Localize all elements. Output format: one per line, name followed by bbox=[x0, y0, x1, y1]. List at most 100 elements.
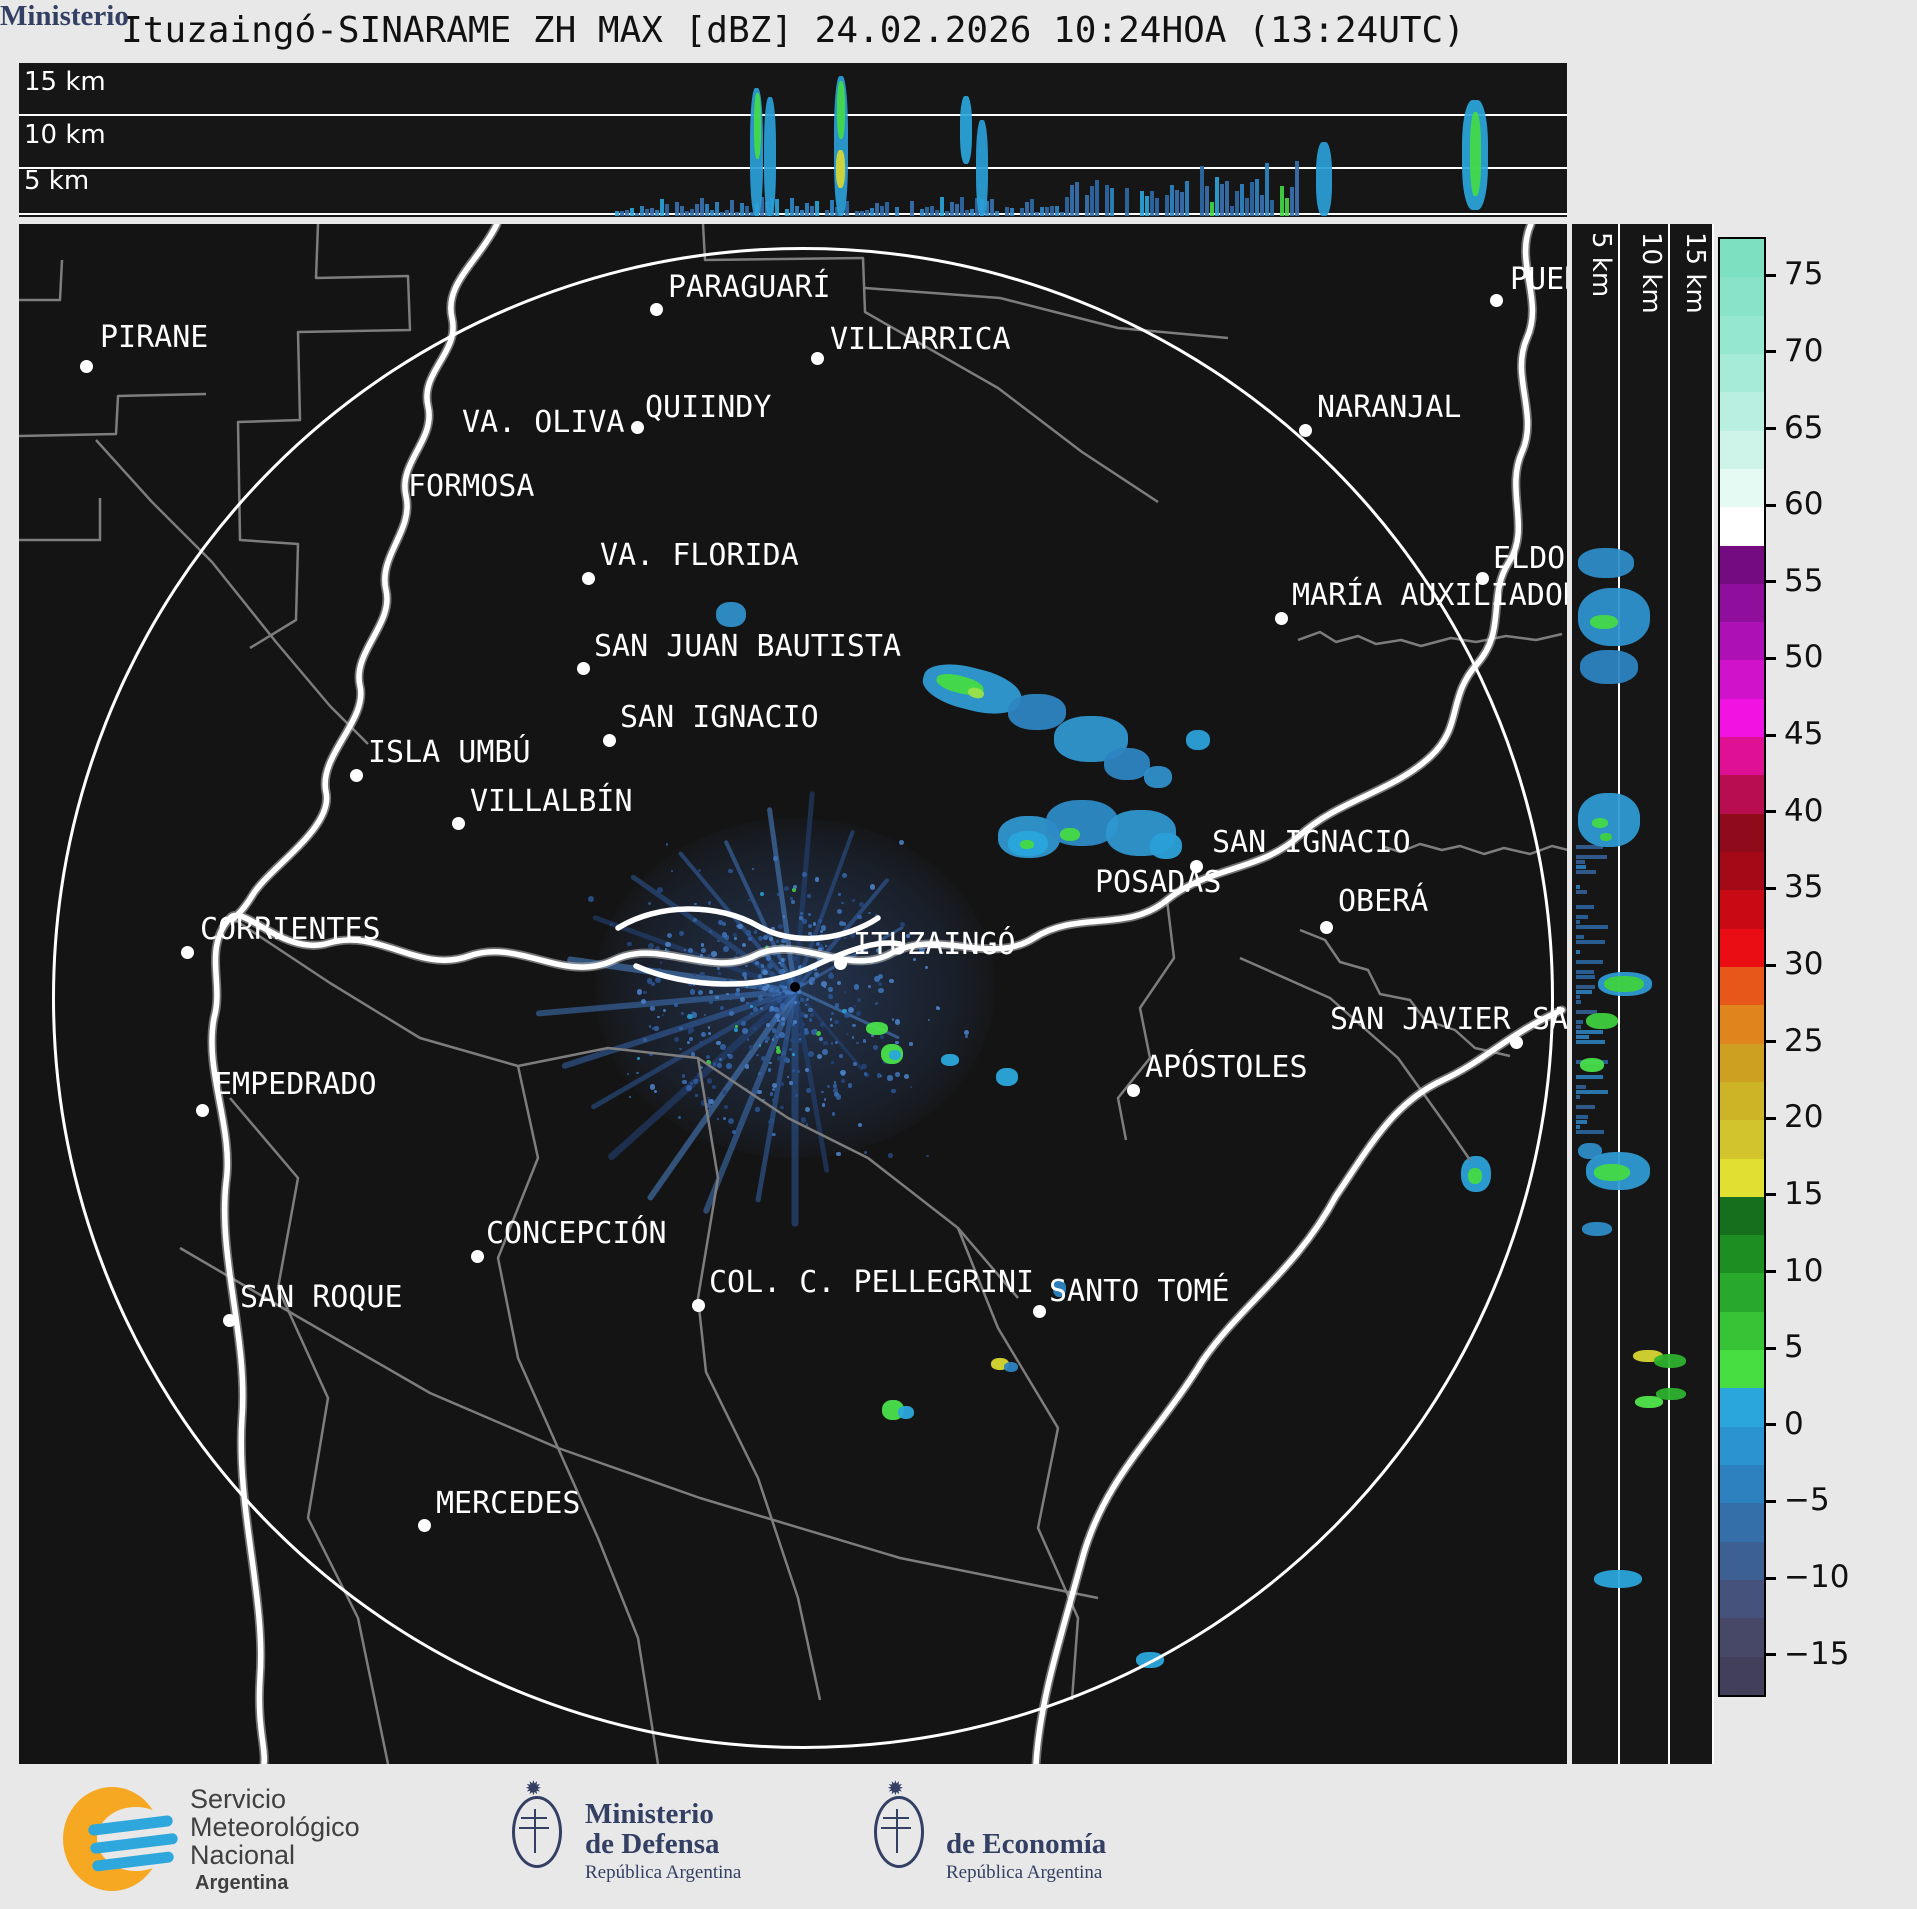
profile-echo-column bbox=[764, 97, 776, 216]
height-axis-label: 10 km bbox=[1636, 232, 1666, 314]
profile-echo-bar bbox=[995, 210, 999, 216]
city-label: ISLA UMBÚ bbox=[368, 735, 531, 770]
colorbar-tick bbox=[1764, 1423, 1776, 1427]
profile-echo-bar bbox=[935, 209, 939, 216]
colorbar-tick-label: 25 bbox=[1784, 1022, 1824, 1059]
city-dot bbox=[1275, 612, 1288, 625]
profile-echo-bar bbox=[965, 210, 969, 216]
city-dot bbox=[1510, 1036, 1523, 1049]
profile-echo-blob bbox=[1580, 650, 1638, 684]
profile-echo-bar bbox=[1245, 198, 1249, 216]
profile-echo-column bbox=[1316, 142, 1332, 216]
profile-echo-bar bbox=[1576, 1040, 1606, 1044]
top-profile-panel: 15 km 10 km 5 km bbox=[19, 63, 1567, 217]
profile-echo-bar bbox=[655, 209, 659, 216]
colorbar-segment bbox=[1720, 1579, 1764, 1619]
city-label-layer: PIRANE PARAGUARÍ VILLARRICA QUIINDY VA. OLIV… bbox=[19, 224, 1567, 1764]
profile-echo-bar bbox=[1050, 206, 1054, 216]
profile-echo-bar bbox=[1085, 194, 1089, 216]
city-dot bbox=[350, 769, 363, 782]
profile-echo-bar bbox=[960, 196, 964, 216]
city-dot bbox=[223, 1314, 236, 1327]
profile-echo-bar bbox=[740, 203, 744, 216]
colorbar-segment bbox=[1720, 1081, 1764, 1121]
profile-echo-bar bbox=[1576, 885, 1580, 889]
dbz-colorbar bbox=[1718, 237, 1766, 1697]
city-dot bbox=[1490, 294, 1503, 307]
city-label: ITUZAINGÓ bbox=[853, 927, 1016, 962]
profile-echo-bar bbox=[1250, 181, 1254, 216]
profile-echo-bar bbox=[1220, 184, 1224, 216]
profile-echo-bar bbox=[1576, 990, 1593, 994]
profile-echo-bar bbox=[1025, 202, 1029, 216]
colorbar-segment bbox=[1720, 1541, 1764, 1580]
profile-echo-bar bbox=[620, 211, 624, 216]
profile-echo-bar bbox=[805, 202, 809, 216]
profile-echo-blob bbox=[1580, 1058, 1604, 1072]
city-dot bbox=[1190, 860, 1203, 873]
profile-echo-bar bbox=[1125, 188, 1129, 216]
city-label: SAN IGNACIO bbox=[1212, 825, 1411, 860]
colorbar-tick-label: 60 bbox=[1784, 486, 1824, 523]
city-dot bbox=[1033, 1305, 1046, 1318]
city-label: VILLARRICA bbox=[830, 322, 1011, 357]
profile-echo-bar bbox=[710, 209, 714, 216]
city-dot bbox=[577, 662, 590, 675]
profile-echo-bar bbox=[730, 200, 734, 216]
height-axis-label: 15 km bbox=[1680, 232, 1710, 314]
profile-echo-bar bbox=[1576, 995, 1581, 999]
colorbar-tick bbox=[1764, 427, 1776, 431]
profile-echo-column bbox=[960, 96, 972, 164]
profile-echo-bar bbox=[775, 199, 779, 216]
profile-echo-bar bbox=[750, 211, 754, 216]
city-dot bbox=[1320, 921, 1333, 934]
colorbar-tick-label: −15 bbox=[1784, 1635, 1850, 1672]
colorbar-tick-label: 20 bbox=[1784, 1099, 1824, 1136]
profile-echo-bar bbox=[680, 206, 684, 216]
city-label: CONCEPCIÓN bbox=[486, 1216, 667, 1251]
profile-echo-bar bbox=[1110, 188, 1114, 216]
profile-echo-column bbox=[754, 93, 761, 159]
profile-echo-bar bbox=[1055, 206, 1059, 216]
profile-echo-bar bbox=[1576, 1090, 1608, 1094]
city-dot bbox=[603, 734, 616, 747]
profile-echo-blob bbox=[1582, 1222, 1612, 1236]
colorbar-segment bbox=[1720, 698, 1764, 738]
city-dot bbox=[692, 1299, 705, 1312]
ministry-economia-sub: República Argentina bbox=[946, 1862, 1103, 1883]
colorbar-segment bbox=[1720, 353, 1764, 393]
profile-echo-bar bbox=[1576, 925, 1608, 929]
profile-echo-bar bbox=[1165, 194, 1169, 216]
city-dot bbox=[650, 303, 663, 316]
colorbar-segment bbox=[1720, 1311, 1764, 1351]
colorbar-tick bbox=[1764, 656, 1776, 660]
city-label: APÓSTOLES bbox=[1145, 1050, 1308, 1085]
profile-echo-bar bbox=[1576, 1105, 1596, 1109]
profile-echo-bar bbox=[1576, 1020, 1583, 1024]
colorbar-tick-label: 30 bbox=[1784, 946, 1824, 982]
city-label: PUERTO bbox=[1510, 262, 1567, 297]
profile-echo-bar bbox=[1060, 211, 1064, 216]
city-label: PARAGUARÍ bbox=[668, 270, 831, 305]
profile-echo-bar bbox=[790, 198, 794, 216]
profile-echo-column bbox=[837, 81, 845, 139]
profile-echo-bar bbox=[1576, 905, 1594, 909]
city-dot bbox=[834, 957, 847, 970]
profile-echo-bar bbox=[985, 201, 989, 216]
page-title: Ituzaingó-SINARAME ZH MAX [dBZ] 24.02.20… bbox=[121, 10, 1465, 51]
profile-echo-bar bbox=[845, 201, 849, 216]
profile-echo-bar bbox=[1576, 1030, 1603, 1034]
colorbar-segment bbox=[1720, 852, 1764, 891]
colorbar-segment bbox=[1720, 660, 1764, 699]
colorbar-tick bbox=[1764, 1653, 1776, 1657]
profile-echo-bar bbox=[1576, 860, 1585, 864]
colorbar-segment bbox=[1720, 315, 1764, 354]
profile-echo-bar bbox=[685, 210, 689, 216]
profile-echo-bar bbox=[810, 205, 814, 216]
profile-echo-bar bbox=[795, 205, 799, 216]
profile-echo-bar bbox=[645, 208, 649, 216]
profile-echo-bar bbox=[1095, 179, 1099, 216]
city-dot bbox=[471, 1250, 484, 1263]
colorbar-segment bbox=[1720, 277, 1764, 316]
colorbar-segment bbox=[1720, 1120, 1764, 1159]
